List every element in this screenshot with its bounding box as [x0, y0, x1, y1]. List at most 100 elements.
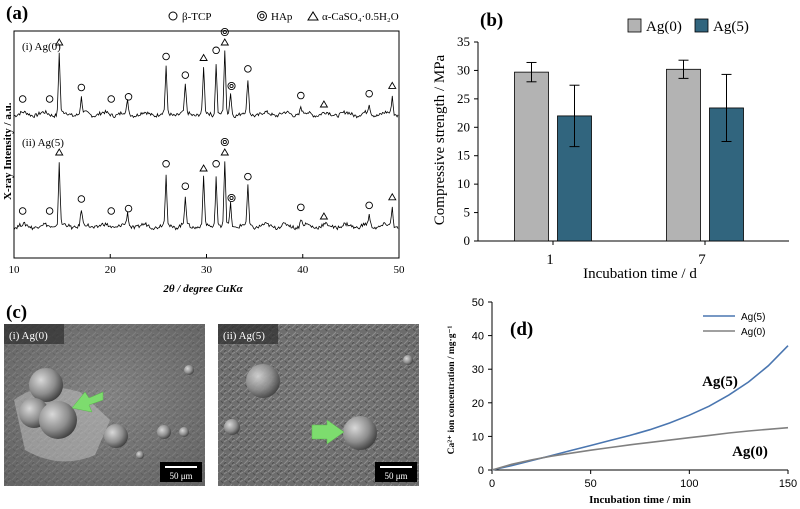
series-label-ag0: Ag(0) [732, 444, 768, 460]
double-circle-marker-icon [220, 27, 229, 37]
triangle-marker-icon [387, 81, 397, 89]
triangle-marker-icon [199, 53, 208, 61]
bar-ag0-day1 [514, 71, 549, 242]
line-marks: Ag(5) Ag(0) [491, 345, 789, 471]
bar-marks [514, 59, 744, 242]
circle-marker-icon [45, 207, 54, 215]
triangle-marker-icon [319, 212, 329, 220]
legend-circle-icon [168, 11, 178, 21]
sem-image-ag5: (ii) Ag(5) 50 μm [218, 324, 419, 486]
xrd-tick-label: 10 [9, 264, 21, 276]
panel-b: (b) Ag(0) Ag(5) 0 5 10 15 20 25 30 35 1 7 Compress… [432, 10, 789, 282]
triangle-marker-icon [54, 38, 64, 46]
line-y-tick-label: 10 [472, 431, 484, 443]
circle-marker-icon [162, 52, 170, 61]
sem-ag5-particle-1 [246, 364, 280, 398]
circle-marker-icon [244, 172, 252, 181]
panel-c: (c) (i) Ag(0) 50 μm [4, 302, 419, 486]
circle-marker-icon [181, 182, 190, 190]
line-axes: 0 10 20 30 40 50 0 50 100 150 [472, 297, 797, 490]
bar-y-tick-label: 30 [457, 62, 470, 77]
line-y-tick-label: 40 [472, 331, 484, 343]
circle-marker-icon [297, 203, 305, 212]
scale-bar-label-ag5: 50 μm [384, 471, 407, 481]
sem-ag0-particle-4 [104, 424, 128, 448]
double-circle-marker-inner [229, 83, 234, 89]
xrd-tick-label: 20 [105, 264, 117, 276]
legend-double-circle-icon [257, 11, 267, 21]
triangle-marker-icon [220, 148, 230, 156]
circle-marker-icon [45, 95, 54, 103]
bar-y-axis-label: Compressive strength / MPa [432, 54, 448, 225]
xrd-tick-label: 40 [297, 264, 309, 276]
xrd-x-axis-label: 2θ / degree CuKα [162, 283, 243, 295]
bar-ag0-day7 [666, 68, 701, 242]
circle-marker-icon [365, 201, 373, 210]
bar-y-tick-label: 35 [457, 34, 470, 49]
line-x-tick-label: 50 [585, 478, 597, 490]
circle-marker-icon [212, 46, 220, 55]
xrd-trace-label-ag0: (i) Ag(0) [22, 41, 61, 53]
sem-ag5-particle-3 [224, 419, 240, 435]
double-circle-marker-inner [229, 195, 234, 201]
xrd-trace-ag0 [13, 50, 399, 119]
double-circle-marker-icon [227, 193, 236, 203]
triangle-marker-icon [387, 192, 397, 201]
xrd-legend: β-TCP HAp α-CaSO₄·0.5H₂O [168, 11, 399, 23]
xrd-trace-ag5 [13, 161, 399, 231]
line-x-tick-label: 0 [489, 478, 495, 490]
sem-ag0-particle-7 [184, 365, 194, 375]
legend-label-casulfate: α-CaSO₄·0.5H₂O [322, 11, 399, 23]
xrd-markers [18, 27, 397, 220]
bar-axes: 0 5 10 15 20 25 30 35 1 7 [457, 34, 789, 268]
sem-ag0-particle-3 [39, 401, 77, 439]
line-x-tick-label: 100 [680, 478, 698, 490]
bar-x-tick-label: 1 [546, 252, 554, 268]
xrd-trace-label-ag5: (ii) Ag(5) [22, 137, 64, 149]
sem-ag0-particle-6 [179, 427, 189, 437]
series-label-ag5: Ag(5) [702, 374, 738, 390]
xrd-tick-label: 30 [201, 264, 213, 276]
line-y-axis-label: Ca²⁺ ion concentration / mg·g⁻¹ [447, 326, 457, 455]
bar-y-tick-label: 0 [464, 233, 471, 248]
green-arrow-icon [71, 391, 104, 413]
bar-legend-label: Ag(0) [646, 19, 682, 35]
double-circle-marker-icon [220, 137, 229, 147]
triangle-marker-icon [54, 148, 64, 156]
legend-triangle-icon [307, 11, 319, 21]
double-circle-marker-inner [222, 139, 227, 145]
sem-ag0-particle-8 [136, 451, 144, 459]
panel-label-a: (a) [6, 3, 28, 24]
sem-image-ag0: (i) Ag(0) 50 μm [4, 324, 205, 486]
circle-marker-icon [212, 160, 220, 168]
circle-marker-icon [107, 207, 115, 215]
circle-marker-icon [162, 160, 170, 168]
line-y-tick-label: 30 [472, 364, 484, 376]
circle-marker-icon [244, 65, 252, 73]
bar-legend: Ag(0) Ag(5) [627, 18, 749, 35]
sem-label-ag0: (i) Ag(0) [9, 330, 48, 342]
sem-ag0-particle-5 [157, 425, 171, 439]
circle-marker-icon [124, 204, 133, 213]
circle-marker-icon [77, 83, 86, 92]
circle-marker-icon [18, 207, 27, 215]
legend-double-circle-inner [259, 13, 265, 19]
legend-label-hap: HAp [271, 11, 293, 23]
xrd-x-ticks: 10 20 30 40 50 [9, 254, 405, 276]
circle-marker-icon [77, 195, 86, 203]
sem-ag0-particle-1 [29, 368, 63, 402]
bar-legend-swatch [627, 18, 642, 33]
line-x-tick-label: 150 [779, 478, 797, 490]
sem-image-ag5-texture [218, 324, 419, 486]
circle-marker-icon [107, 95, 115, 103]
green-arrow-icon [311, 419, 345, 445]
circle-marker-icon [365, 89, 373, 98]
line-legend-label: Ag(5) [741, 312, 765, 323]
bar-x-tick-label: 7 [698, 252, 706, 268]
circle-marker-icon [18, 95, 27, 103]
triangle-marker-icon [319, 100, 329, 108]
bar-y-tick-label: 5 [464, 205, 471, 220]
bar-y-tick-label: 25 [457, 91, 470, 106]
sem-ag5-particle-2 [343, 416, 377, 450]
